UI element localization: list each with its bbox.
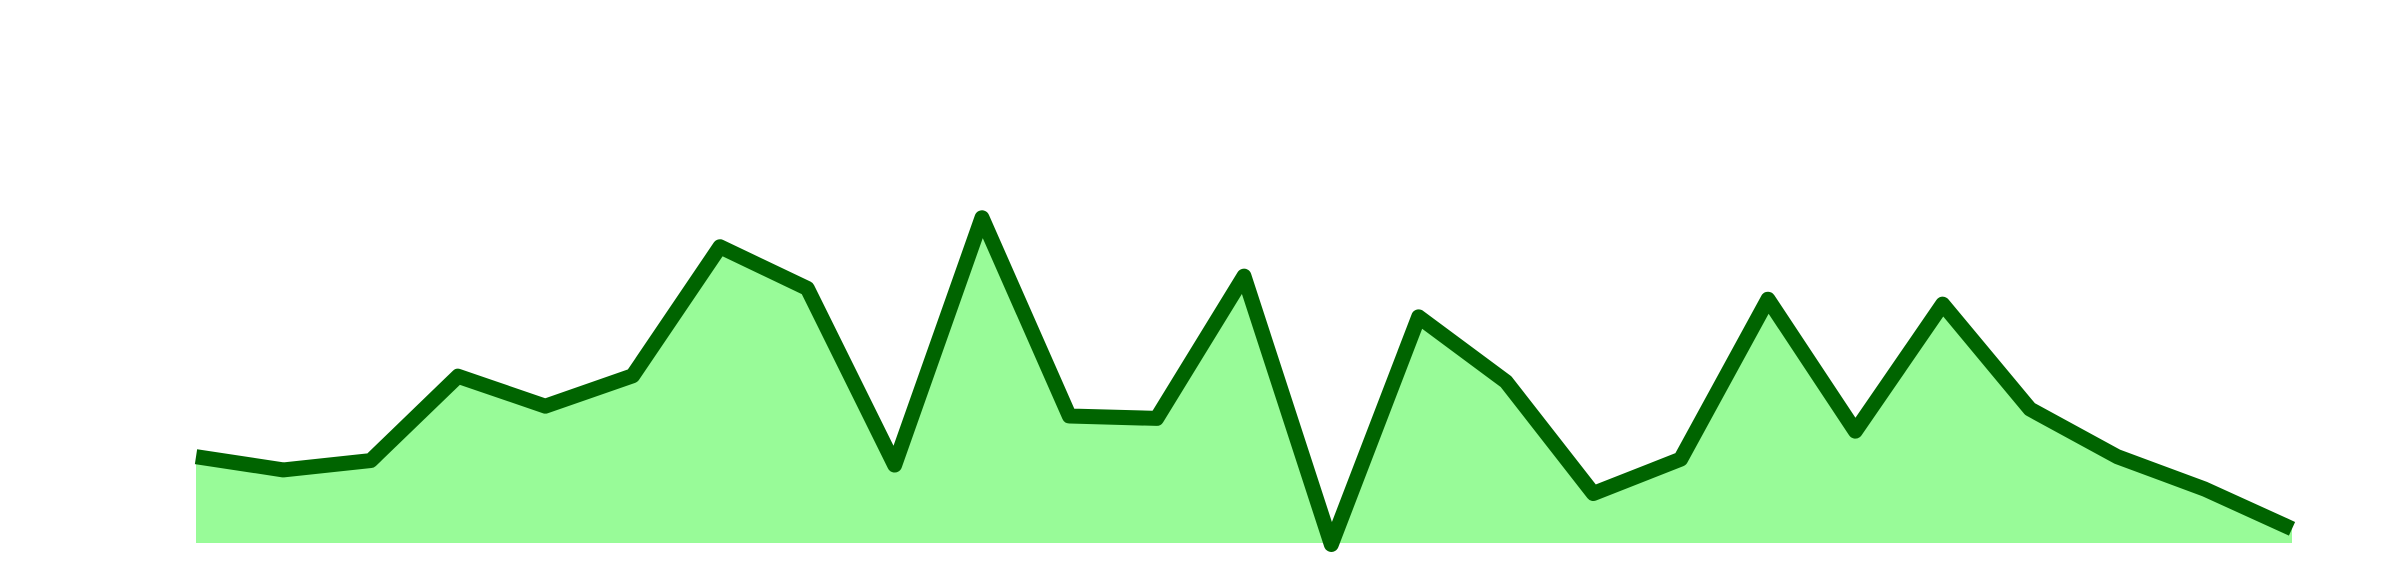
series-0-area-fill xyxy=(196,217,2292,545)
series-0-line xyxy=(194,210,2296,552)
